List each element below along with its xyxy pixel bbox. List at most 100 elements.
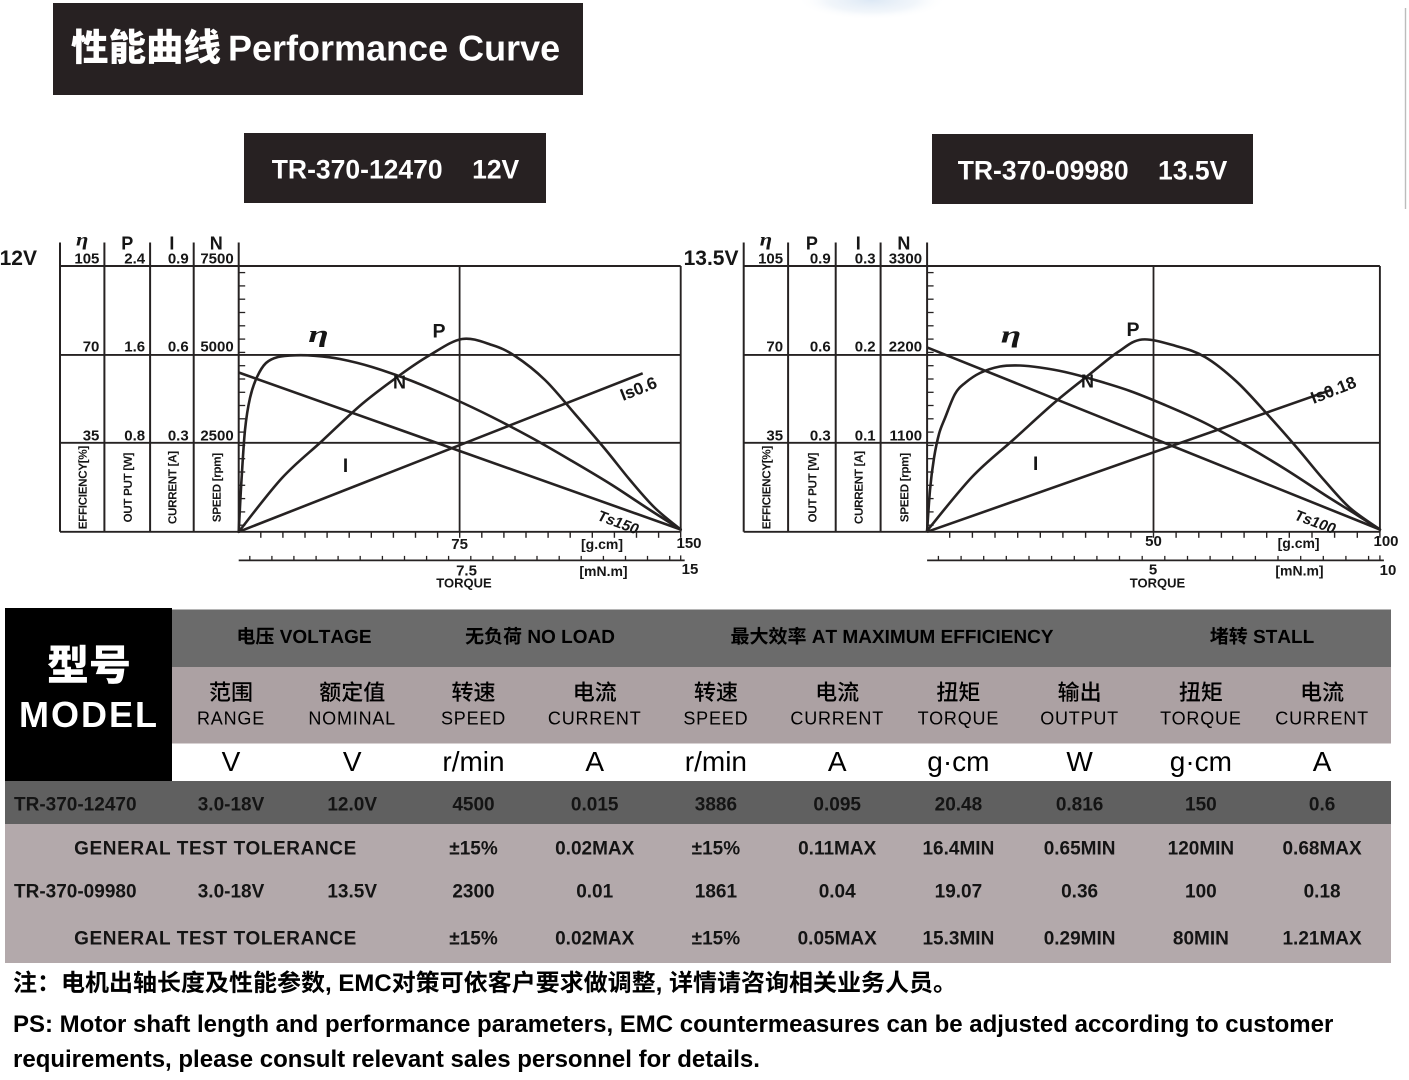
svg-text:50: 50 xyxy=(1145,533,1162,550)
svg-text:NOMINAL: NOMINAL xyxy=(308,709,396,729)
svg-text:15.3MIN: 15.3MIN xyxy=(922,929,994,950)
svg-text:20.48: 20.48 xyxy=(935,795,983,816)
svg-text:0.1: 0.1 xyxy=(855,428,876,445)
svg-text:RANGE: RANGE xyxy=(197,709,265,729)
svg-text:A: A xyxy=(828,746,847,777)
svg-text:0.9: 0.9 xyxy=(810,251,831,268)
svg-text:7.5: 7.5 xyxy=(456,563,477,580)
svg-text:13.5V: 13.5V xyxy=(684,247,739,270)
svg-text:g·cm: g·cm xyxy=(927,746,989,777)
svg-text:150: 150 xyxy=(1185,795,1217,816)
svg-text:1.21MAX: 1.21MAX xyxy=(1282,929,1362,950)
svg-text:7500: 7500 xyxy=(200,251,233,268)
svg-text:P: P xyxy=(432,321,445,343)
svg-text:CURRENT: CURRENT xyxy=(1275,709,1369,729)
svg-text:N: N xyxy=(897,234,910,254)
svg-text:1100: 1100 xyxy=(890,428,923,445)
svg-text:r/min: r/min xyxy=(442,746,504,777)
svg-text:[g.cm]: [g.cm] xyxy=(1278,535,1320,551)
svg-text:I: I xyxy=(856,234,861,254)
svg-text:TORQUE: TORQUE xyxy=(1130,576,1186,591)
svg-text:0.3: 0.3 xyxy=(855,251,876,268)
svg-text:±15%: ±15% xyxy=(692,929,741,950)
svg-text:150: 150 xyxy=(676,535,701,552)
svg-text:3300: 3300 xyxy=(889,251,922,268)
svg-text:A: A xyxy=(1313,746,1332,777)
svg-text:0.65MIN: 0.65MIN xyxy=(1044,839,1116,860)
svg-text:0.9: 0.9 xyxy=(168,251,189,268)
svg-text:TR-370-12470 12V: TR-370-12470 12V xyxy=(272,155,520,185)
svg-text:80MIN: 80MIN xyxy=(1173,929,1229,950)
svg-text:0.04: 0.04 xyxy=(819,882,856,903)
svg-text:V: V xyxy=(343,746,362,777)
svg-text:19.07: 19.07 xyxy=(935,882,983,903)
svg-text:MODEL: MODEL xyxy=(19,694,159,735)
svg-text:0.29MIN: 0.29MIN xyxy=(1044,929,1116,950)
svg-text:η: η xyxy=(308,321,328,348)
svg-text:requirements, please consult r: requirements, please consult relevant sa… xyxy=(13,1046,760,1073)
svg-text:P: P xyxy=(121,234,133,254)
svg-text:105: 105 xyxy=(758,251,783,268)
svg-text:V: V xyxy=(222,746,241,777)
svg-text:P: P xyxy=(1126,319,1139,341)
svg-text:3.0-18V: 3.0-18V xyxy=(198,882,265,903)
svg-text:5: 5 xyxy=(1149,562,1157,579)
svg-text:SPEED: SPEED xyxy=(441,709,506,729)
svg-text:5000: 5000 xyxy=(200,339,233,356)
svg-text:100: 100 xyxy=(1185,882,1217,903)
svg-text:2500: 2500 xyxy=(200,428,233,445)
svg-text:0.8: 0.8 xyxy=(124,428,145,445)
svg-text:100: 100 xyxy=(1373,533,1398,550)
svg-text:0.36: 0.36 xyxy=(1061,882,1098,903)
svg-text:±15%: ±15% xyxy=(692,839,741,860)
svg-text:0.3: 0.3 xyxy=(810,428,831,445)
svg-text:r/min: r/min xyxy=(685,746,747,777)
svg-text:TORQUE: TORQUE xyxy=(1160,709,1241,729)
svg-text:TORQUE: TORQUE xyxy=(436,576,492,591)
svg-text:[mN.m]: [mN.m] xyxy=(1275,563,1323,579)
svg-text:0.015: 0.015 xyxy=(571,795,619,816)
svg-text:GENERAL TEST TOLERANCE: GENERAL TEST TOLERANCE xyxy=(74,839,357,860)
svg-text:CURRENT: CURRENT xyxy=(548,709,642,729)
svg-text:70: 70 xyxy=(766,339,783,356)
svg-text:15: 15 xyxy=(682,561,699,578)
svg-text:70: 70 xyxy=(83,339,100,356)
svg-text:75: 75 xyxy=(451,536,468,553)
svg-text:OUTPUT: OUTPUT xyxy=(1040,709,1119,729)
svg-text:PS: Motor shaft length and per: PS: Motor shaft length and performance p… xyxy=(13,1011,1333,1038)
svg-text:2.4: 2.4 xyxy=(124,251,146,268)
svg-text:GENERAL TEST TOLERANCE: GENERAL TEST TOLERANCE xyxy=(74,929,357,950)
svg-text:I: I xyxy=(169,234,174,254)
svg-text:η: η xyxy=(76,230,88,249)
svg-text:12V: 12V xyxy=(0,247,37,270)
svg-text:0.68MAX: 0.68MAX xyxy=(1282,839,1362,860)
svg-text:N: N xyxy=(1081,372,1094,392)
svg-text:[mN.m]: [mN.m] xyxy=(579,563,627,579)
svg-text:TR-370-09980: TR-370-09980 xyxy=(14,882,137,903)
svg-text:105: 105 xyxy=(74,251,99,268)
svg-text:0.6: 0.6 xyxy=(1309,795,1335,816)
svg-text:3886: 3886 xyxy=(695,795,737,816)
svg-text:1861: 1861 xyxy=(695,882,738,903)
svg-text:0.2: 0.2 xyxy=(855,339,876,356)
svg-text:I: I xyxy=(1033,454,1038,475)
svg-text:35: 35 xyxy=(766,428,783,445)
svg-text:13.5V: 13.5V xyxy=(327,882,377,903)
svg-text:0.11MAX: 0.11MAX xyxy=(798,839,876,860)
svg-text:A: A xyxy=(585,746,604,777)
svg-text:0.18: 0.18 xyxy=(1304,882,1341,903)
svg-text:η: η xyxy=(1001,321,1021,348)
svg-text:0.6: 0.6 xyxy=(810,339,831,356)
svg-text:2200: 2200 xyxy=(889,339,922,356)
svg-text:0.3: 0.3 xyxy=(168,428,189,445)
svg-text:±15%: ±15% xyxy=(449,839,498,860)
svg-text:SPEED: SPEED xyxy=(683,709,748,729)
svg-text:W: W xyxy=(1066,746,1093,777)
svg-text:0.816: 0.816 xyxy=(1056,795,1104,816)
svg-text:4500: 4500 xyxy=(452,795,494,816)
svg-text:I: I xyxy=(343,456,348,477)
svg-text:TR-370-12470: TR-370-12470 xyxy=(14,795,137,816)
svg-text:3.0-18V: 3.0-18V xyxy=(198,795,265,816)
svg-text:[g.cm]: [g.cm] xyxy=(581,536,623,552)
svg-text:16.4MIN: 16.4MIN xyxy=(922,839,994,860)
